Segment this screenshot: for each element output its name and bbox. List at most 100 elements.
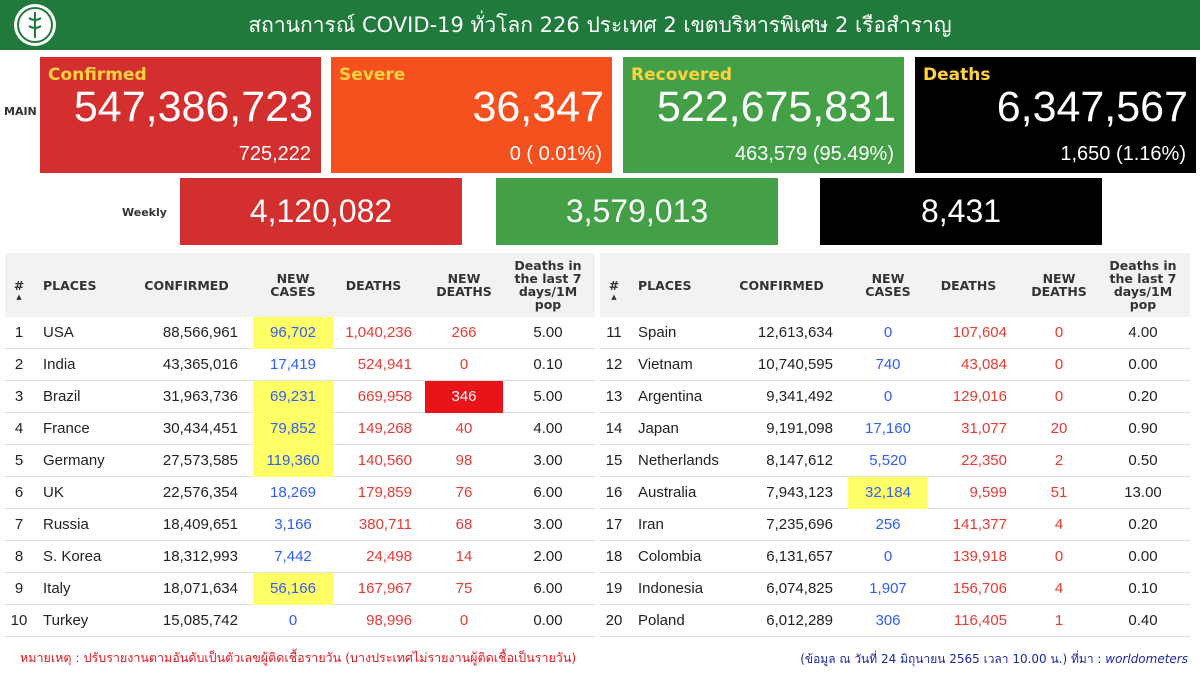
card-sub: 463,579 (95.49%): [734, 143, 894, 165]
table-cell: 3,166: [274, 516, 312, 533]
card-total: 547,386,723: [73, 83, 313, 131]
table-cell: Russia: [43, 516, 89, 533]
table-cell: UK: [43, 484, 64, 501]
column-header: PLACES: [43, 277, 97, 293]
table-cell: 256: [875, 516, 901, 533]
table-cell: Germany: [43, 452, 105, 469]
table-cell: 30,434,451: [162, 420, 238, 437]
table-cell: 9,341,492: [766, 388, 833, 405]
table-cell: 27,573,585: [162, 452, 238, 469]
card-title: Severe: [339, 65, 406, 85]
table-cell: 0: [1054, 356, 1064, 373]
column-header: # ▲: [600, 255, 628, 315]
table-cell: 4: [1054, 580, 1064, 597]
table-cell: 149,268: [357, 420, 412, 437]
table-cell: 79,852: [253, 413, 333, 445]
table-cell: 0: [883, 548, 893, 565]
table-cell: 10,740,595: [757, 356, 833, 373]
table-cell: 3.00: [533, 516, 563, 533]
table-cell: 8,147,612: [766, 452, 833, 469]
column-header: NEW CASES: [865, 271, 911, 299]
table-cell: 19: [605, 580, 623, 597]
table-cell: 6.00: [533, 580, 563, 597]
column-header: PLACES: [638, 277, 692, 293]
table-cell: 69,231: [253, 381, 333, 413]
stat-card: Severe 36,347 0 ( 0.01%): [331, 57, 612, 173]
column-header: DEATHS: [345, 277, 402, 293]
source-text: (ข้อมูล ณ วันที่ 24 มิถุนายน 2565 เวลา 1…: [800, 652, 1102, 666]
table-cell: 9,191,098: [766, 420, 833, 437]
table-cell: 18,312,993: [162, 548, 238, 565]
table-cell: 31,077: [961, 420, 1007, 437]
table-cell: 5: [14, 452, 24, 469]
table-cell: 0: [883, 388, 893, 405]
table-cell: 0.50: [1128, 452, 1158, 469]
table-cell: 24,498: [366, 548, 412, 565]
table-cell: 75: [455, 580, 473, 597]
table-cell: 68: [455, 516, 473, 533]
table-row: [600, 445, 1190, 477]
card-title: Confirmed: [48, 65, 147, 85]
table-cell: 0: [459, 612, 469, 629]
column-header: # ▲: [5, 255, 33, 315]
header-bar: [0, 0, 1200, 50]
table-cell: 524,941: [357, 356, 412, 373]
table-cell: 22,350: [961, 452, 1007, 469]
stat-card: Recovered 522,675,831 463,579 (95.49%): [623, 57, 904, 173]
table-cell: 0.00: [1128, 548, 1158, 565]
table-cell: Netherlands: [638, 452, 719, 469]
table-cell: 22,576,354: [162, 484, 238, 501]
table-cell: 0: [459, 356, 469, 373]
table-cell: 0: [288, 612, 298, 629]
table-cell: Turkey: [43, 612, 89, 629]
card-total: 6,347,567: [996, 83, 1188, 131]
table-cell: 3.00: [533, 452, 563, 469]
table-cell: 6: [14, 484, 24, 501]
table-row: [5, 541, 595, 573]
table-header-bg: [600, 253, 1190, 317]
table-cell: Vietnam: [638, 356, 693, 373]
table-cell: 1,907: [869, 580, 907, 597]
table-cell: 31,963,736: [162, 388, 238, 405]
column-header: DEATHS: [940, 277, 997, 293]
title: สถานการณ์ COVID-19 ทั่วโลก 226 ประเทศ 2 …: [248, 13, 952, 37]
table-cell: 116,405: [953, 612, 1007, 629]
table-cell: 5.00: [533, 388, 563, 405]
card-sub: 0 ( 0.01%): [509, 143, 602, 165]
table-row: [600, 413, 1190, 445]
table-cell: USA: [43, 324, 74, 341]
table-cell: 1: [14, 324, 24, 341]
table-cell: Indonesia: [638, 580, 704, 597]
table-cell: 266: [451, 324, 477, 341]
table-cell: 4.00: [533, 420, 563, 437]
table-cell: 13.00: [1124, 484, 1162, 501]
column-header: NEW DEATHS: [1031, 271, 1087, 299]
table-cell: 12: [605, 356, 623, 373]
table-cell: 20: [1050, 420, 1068, 437]
table-cell: Italy: [43, 580, 71, 597]
table-cell: 5,520: [869, 452, 907, 469]
table-cell: 18: [605, 548, 623, 565]
table-cell: 0.20: [1128, 516, 1158, 533]
table-cell: 139,918: [952, 548, 1007, 565]
table-cell: 51: [1050, 484, 1068, 501]
table-cell: 2.00: [533, 548, 563, 565]
card-total: 36,347: [472, 83, 604, 131]
table-row: [5, 509, 595, 541]
table-cell: 98,996: [366, 612, 412, 629]
table-cell: 6.00: [533, 484, 563, 501]
table-cell: 17,419: [270, 356, 316, 373]
table-cell: 98: [455, 452, 473, 469]
table-cell: 140,560: [357, 452, 412, 469]
table-cell: 17: [605, 516, 623, 533]
table-cell: 7,235,696: [766, 516, 833, 533]
card-total: 522,675,831: [656, 83, 896, 131]
table-cell: 3: [14, 388, 24, 405]
table-cell: 7,943,123: [766, 484, 833, 501]
table-cell: Poland: [638, 612, 685, 629]
table-row: [600, 541, 1190, 573]
table-row: [600, 605, 1190, 637]
table-cell: 141,377: [952, 516, 1007, 533]
table-cell: 18,409,651: [162, 516, 238, 533]
